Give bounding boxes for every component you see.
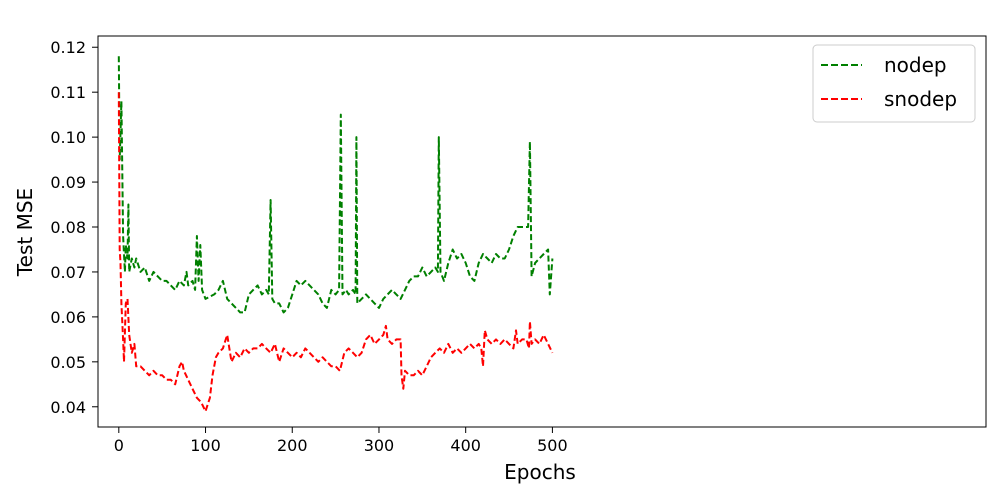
legend-label-snodep: snodep [884,87,957,111]
y-tick-label: 0.05 [50,353,86,372]
plot-frame [97,35,987,428]
y-tick-label: 0.12 [50,38,86,57]
series-line-nodep [117,56,554,314]
y-tick-label: 0.09 [50,173,86,192]
x-tick-label: 400 [450,436,481,455]
x-axis-ticks: 0 100 200 300 400 500 [114,427,568,455]
legend-label-nodep: nodep [884,53,947,77]
y-tick-label: 0.10 [50,128,86,147]
x-tick-label: 200 [277,436,308,455]
y-tick-label: 0.08 [50,218,86,237]
y-axis-label: Test MSE [13,188,37,277]
x-tick-label: 500 [537,436,568,455]
x-tick-label: 0 [114,436,124,455]
x-tick-label: 300 [364,436,395,455]
series-layer [117,56,554,413]
legend: nodep snodep [812,44,976,123]
x-axis-label: Epochs [504,460,576,484]
y-tick-label: 0.06 [50,308,86,327]
y-tick-label: 0.07 [50,263,86,282]
y-tick-label: 0.11 [50,83,86,102]
y-tick-label: 0.04 [50,398,86,417]
y-axis-ticks: 0.04 0.05 0.06 0.07 0.08 0.09 0.10 0.11 0.12 [50,38,98,417]
x-tick-label: 100 [190,436,221,455]
